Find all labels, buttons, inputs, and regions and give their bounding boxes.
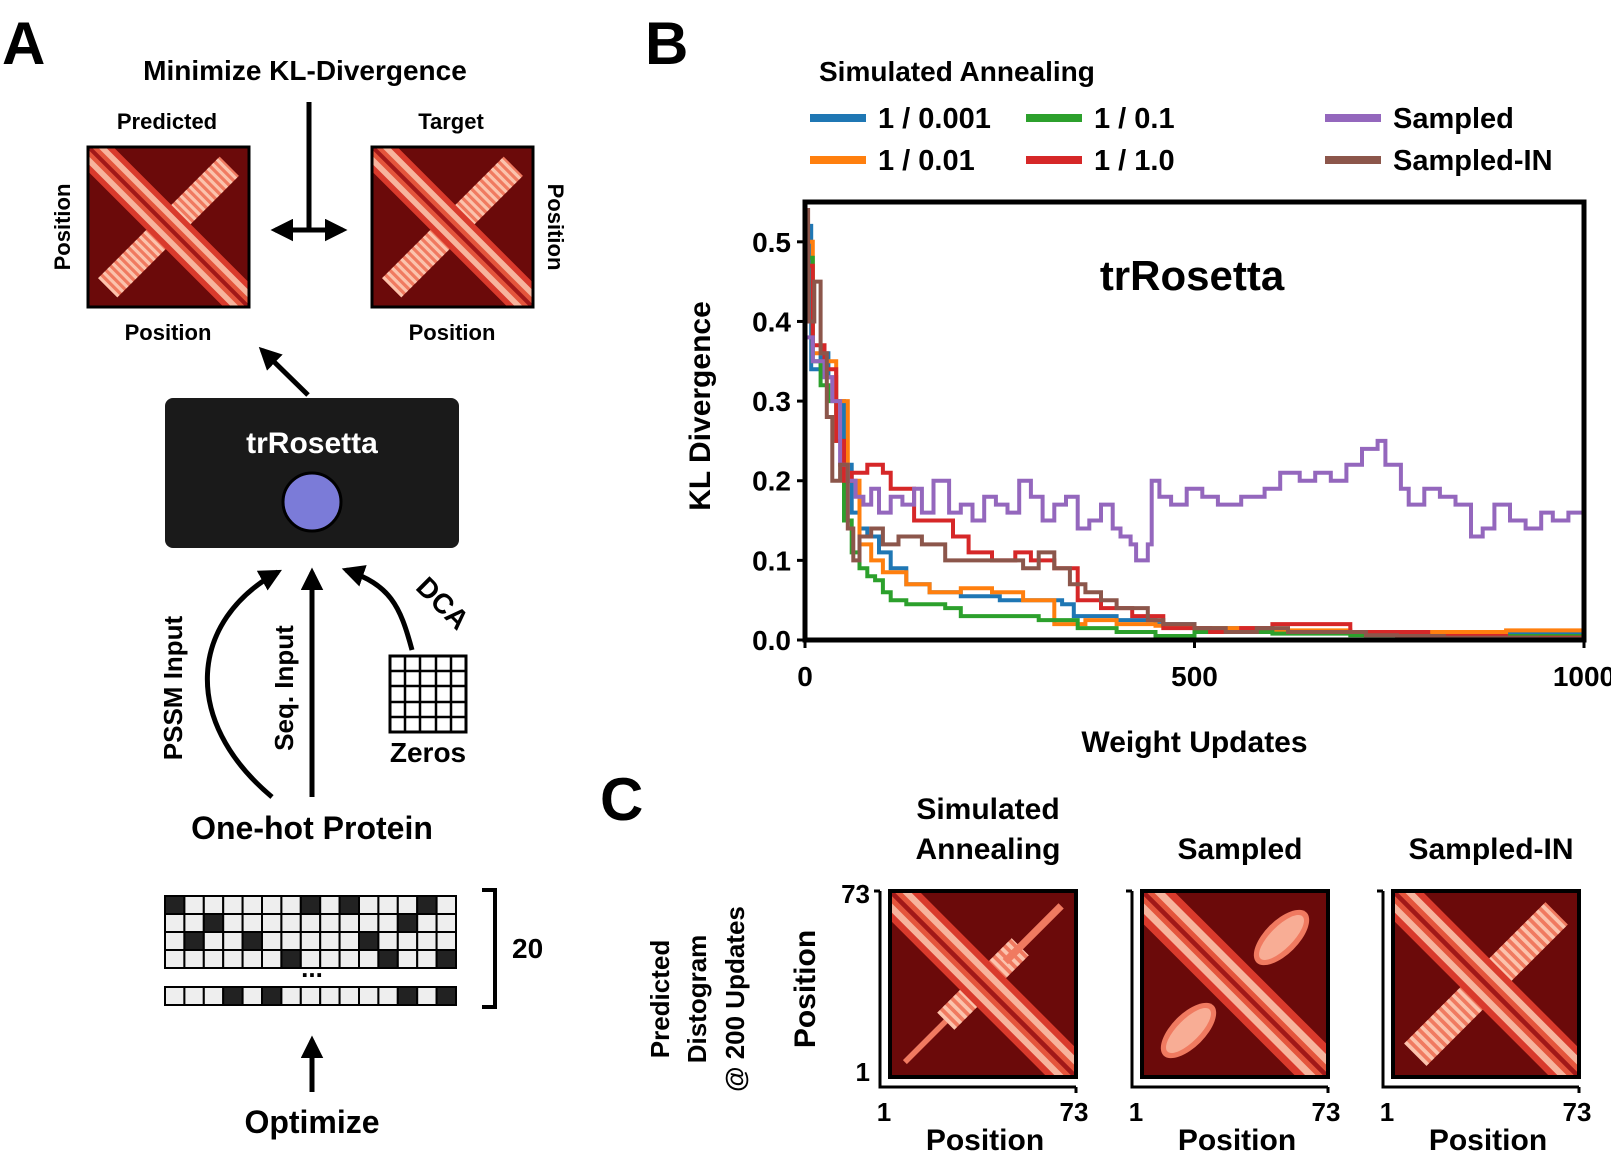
map-x-max: 73 [1563, 1097, 1592, 1127]
rows-bracket [482, 888, 497, 1009]
predicted-y-label: Position [50, 184, 75, 271]
target-y-label: Position [543, 184, 568, 271]
chart-title: trRosetta [1100, 252, 1285, 299]
model-node-icon [281, 471, 343, 533]
map-x-label: Position [1178, 1124, 1296, 1157]
map-x-min: 1 [877, 1097, 891, 1127]
map-x-label: Position [1429, 1124, 1547, 1157]
dca-input-arrow [341, 565, 415, 651]
legend-label: Sampled [1393, 103, 1514, 135]
legend-label: 1 / 0.001 [878, 103, 991, 135]
panel-a-letter: A [2, 10, 45, 77]
y-tick-label: 0.2 [752, 466, 791, 497]
pssm-input-label: PSSM Input [158, 615, 188, 760]
map-x-max: 73 [1312, 1097, 1341, 1127]
target-x-label: Position [409, 320, 496, 345]
map-title: Annealing [915, 833, 1060, 866]
trrosetta-label: trRosetta [246, 427, 378, 460]
legend-title: Simulated Annealing [819, 56, 1095, 87]
panel-c: C Predicted Distogram @ 200 Updates Simu… [600, 766, 1591, 1157]
panel-c-letter: C [600, 766, 643, 833]
panel-b-letter: B [645, 10, 688, 77]
dca-label: DCA [410, 571, 475, 636]
target-distogram [370, 145, 535, 309]
onehot-protein-label: One-hot Protein [191, 810, 433, 846]
y-tick-label: 0.4 [752, 306, 791, 337]
map-x-max: 73 [1060, 1097, 1089, 1127]
map-axes [1130, 891, 1328, 1089]
panel-a-title: Minimize KL-Divergence [143, 55, 467, 86]
seq-input-label: Seq. Input [269, 625, 299, 751]
y-tick-label: 0.0 [752, 625, 791, 656]
chart-legend: 1 / 0.001 1 / 0.01 1 / 0.1 1 / 1.0 Sampled Sa… [810, 103, 1553, 177]
legend-item: 1 / 1.0 [1026, 145, 1175, 177]
predicted-distogram [86, 145, 251, 309]
y-tick-label: 0.1 [752, 545, 791, 576]
x-axis-label: Weight Updates [1081, 726, 1307, 759]
series-line [805, 239, 1586, 634]
x-tick-label: 0 [797, 661, 813, 692]
legend-label: 1 / 0.1 [1094, 103, 1175, 135]
series-line [805, 255, 1584, 638]
y-tick-label: 0.5 [752, 227, 791, 258]
legend-item: 1 / 0.001 [810, 103, 991, 135]
legend-item: 1 / 0.1 [1026, 103, 1175, 135]
kl-divergence-chart: trRosetta 0.0 0.1 0.2 0.3 0.4 0.5 0 500 1000 Weigh… [684, 199, 1611, 759]
rows-count: 20 [512, 933, 543, 964]
y-axis-label: KL Divergence [684, 301, 717, 511]
map-x-label: Position [926, 1124, 1044, 1157]
x-tick-label: 1000 [1553, 661, 1611, 692]
trrosetta-model-box: trRosetta [165, 398, 459, 548]
series-line [805, 208, 1584, 641]
target-label: Target [418, 109, 484, 134]
map-axes [1381, 891, 1579, 1089]
distogram-map: Sampled-IN 1 73 Position [1377, 833, 1591, 1157]
panel-c-ylabel-2: Distogram [682, 935, 712, 1064]
legend-label: Sampled-IN [1393, 145, 1553, 177]
panel-a: A Minimize KL-Divergence Predicted Targe… [2, 10, 568, 1140]
map-x-min: 1 [1380, 1097, 1394, 1127]
predicted-x-label: Position [125, 320, 212, 345]
legend-label: 1 / 1.0 [1094, 145, 1175, 177]
series-line [805, 335, 1586, 563]
legend-item: Sampled-IN [1325, 145, 1553, 177]
map-y-label: Position [789, 930, 822, 1048]
distogram-map: Sampled 1 73 Position [1126, 833, 1340, 1157]
pssm-input-arrow [205, 569, 282, 799]
x-tick-label: 500 [1171, 661, 1218, 692]
map-axes [878, 891, 1076, 1089]
distogram-map: Simulated Annealing 1 73 Position 1 73 Position [789, 793, 1088, 1157]
legend-item: 1 / 0.01 [810, 145, 975, 177]
map-x-min: 1 [1129, 1097, 1143, 1127]
zeros-grid-icon [388, 654, 468, 734]
panel-c-ylabel-1: Predicted [645, 940, 675, 1059]
distogram-maps: Simulated Annealing 1 73 Position 1 73 Position… [789, 793, 1591, 1157]
panel-c-ylabel-3: @ 200 Updates [720, 906, 750, 1092]
map-title: Sampled [1177, 833, 1302, 866]
predicted-label: Predicted [117, 109, 217, 134]
map-y-max: 73 [841, 879, 870, 909]
optimize-label: Optimize [244, 1104, 379, 1140]
legend-item: Sampled [1325, 103, 1514, 135]
y-tick-label: 0.3 [752, 386, 791, 417]
map-title: Simulated [916, 793, 1059, 826]
map-y-min: 1 [856, 1057, 870, 1087]
onehot-ellipsis: ... [301, 953, 323, 983]
map-title: Sampled-IN [1408, 833, 1573, 866]
onehot-matrix [164, 895, 458, 1006]
legend-label: 1 / 0.01 [878, 145, 975, 177]
zeros-label: Zeros [390, 737, 466, 768]
output-arrow [258, 346, 310, 397]
